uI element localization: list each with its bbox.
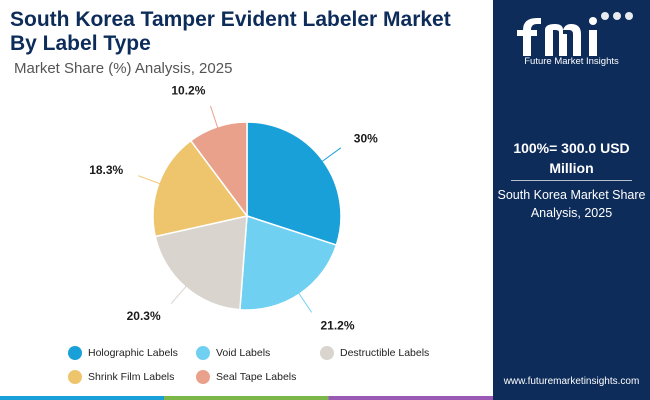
website-link[interactable]: www.futuremarketinsights.com [503,376,640,387]
legend-swatch [68,370,82,384]
panel-divider [511,180,632,181]
data-label: 18.3% [89,163,123,177]
legend-swatch [320,346,334,360]
data-label: 30% [354,131,378,145]
data-label: 10.2% [171,84,205,98]
legend-swatch [68,346,82,360]
brand-name: Future Market Insights [524,56,619,67]
data-label: 21.2% [321,319,355,333]
leader-line [319,147,342,164]
pie-chart: 30% 21.2% 20.3% 18.3% 10.2% [89,84,378,333]
leader-line [170,283,189,305]
legend-label: Void Labels [216,347,271,359]
chart-subtitle: Market Share (%) Analysis, 2025 [14,60,233,77]
chart-title: South Korea Tamper Evident Labeler Marke… [10,8,451,55]
leader-line [296,290,313,313]
data-label: 20.3% [127,309,161,323]
side-panel: Future Market Insights 100%= 300.0 USD M… [493,0,650,400]
leader-line [138,175,163,186]
leader-line [209,105,220,131]
legend-swatch [196,370,210,384]
bottom-color-bar [0,396,493,400]
legend-label: Seal Tape Labels [216,371,297,383]
legend-swatch [196,346,210,360]
legend-label: Holographic Labels [88,347,178,359]
market-total: 100%= 300.0 USD Million [513,140,630,176]
legend-label: Destructible Labels [340,347,430,359]
panel-description: South Korea Market Share Analysis, 2025 [497,188,646,220]
legend-label: Shrink Film Labels [88,371,175,383]
fmi-logo-icon [517,12,633,56]
